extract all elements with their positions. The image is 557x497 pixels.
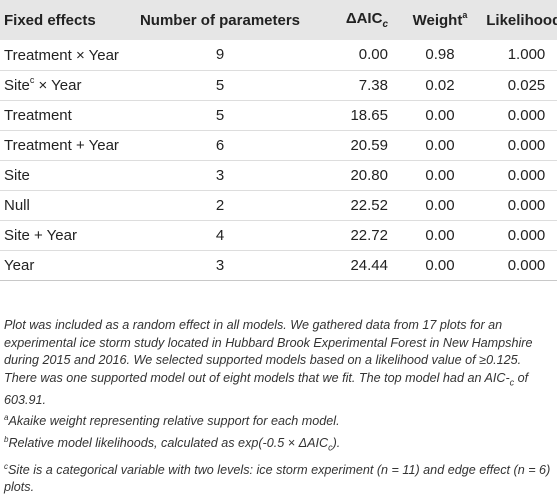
cell-weight: 0.00 [397, 130, 483, 161]
table-header-row: Fixed effects Number of parameters ΔAICc… [0, 0, 557, 40]
footnote-b: bRelative model likelihoods, calculated … [4, 435, 341, 453]
table-row: Treatment + Year 6 20.59 0.00 0.000 [0, 130, 557, 161]
footnote-main: Plot was included as a random effect in … [4, 318, 533, 407]
cell-weight: 0.00 [397, 190, 483, 221]
table-row: Site 3 20.80 0.00 0.000 [0, 160, 557, 191]
cell-likelihood: 0.000 [483, 190, 557, 221]
table-row: Sitec × Year 5 7.38 0.02 0.025 [0, 70, 557, 101]
cell-weight: 0.98 [397, 40, 483, 71]
cell-fixed-effect: Year [0, 250, 132, 281]
cell-number-of-parameters: 5 [132, 70, 308, 101]
header-number-of-parameters: Number of parameters [139, 11, 301, 29]
cell-delta-aic: 24.44 [308, 250, 397, 281]
cell-delta-aic: 20.59 [308, 130, 397, 161]
table-row: Site + Year 4 22.72 0.00 0.000 [0, 220, 557, 251]
header-delta-aic: ΔAICc [345, 10, 388, 30]
cell-weight: 0.02 [397, 70, 483, 101]
cell-delta-aic: 18.65 [308, 100, 397, 131]
cell-fixed-effect: Site [0, 160, 132, 191]
cell-delta-aic: 22.52 [308, 190, 397, 221]
cell-likelihood: 0.000 [483, 100, 557, 131]
cell-number-of-parameters: 5 [132, 100, 308, 131]
table-row: Null 2 22.52 0.00 0.000 [0, 190, 557, 221]
table-body: Treatment × Year 9 0.00 0.98 1.000 Sitec × Ye… [0, 40, 557, 281]
table-row: Treatment 5 18.65 0.00 0.000 [0, 100, 557, 131]
table-row: Year 3 24.44 0.00 0.000 [0, 250, 557, 281]
footnote-c: cSite is a categorical variable with two… [4, 461, 551, 495]
cell-fixed-effect: Site + Year [0, 220, 132, 251]
cell-number-of-parameters: 9 [132, 40, 308, 71]
cell-weight: 0.00 [397, 160, 483, 191]
cell-delta-aic: 0.00 [308, 40, 397, 71]
cell-likelihood: 1.000 [483, 40, 557, 71]
cell-number-of-parameters: 3 [132, 250, 308, 281]
cell-delta-aic: 7.38 [308, 70, 397, 101]
cell-weight: 0.00 [397, 100, 483, 131]
cell-likelihood: 0.000 [483, 130, 557, 161]
cell-fixed-effect: Treatment × Year [0, 40, 132, 71]
cell-fixed-effect: Treatment [0, 100, 132, 131]
cell-likelihood: 0.025 [483, 70, 557, 101]
cell-number-of-parameters: 4 [132, 220, 308, 251]
header-fixed-effects: Fixed effects [4, 11, 96, 29]
footnote-a: aAkaike weight representing relative sup… [4, 413, 340, 429]
cell-weight: 0.00 [397, 220, 483, 251]
cell-delta-aic: 22.72 [308, 220, 397, 251]
cell-fixed-effect: Treatment + Year [0, 130, 132, 161]
cell-likelihood: 0.000 [483, 220, 557, 251]
cell-likelihood: 0.000 [483, 160, 557, 191]
cell-number-of-parameters: 6 [132, 130, 308, 161]
cell-number-of-parameters: 3 [132, 160, 308, 191]
table-footnotes: Plot was included as a random effect in … [4, 317, 554, 497]
header-likelihood: Likelihoodb [486, 12, 557, 29]
model-selection-table: Fixed effects Number of parameters ΔAICc… [0, 0, 557, 281]
header-weight: Weighta [412, 10, 468, 29]
cell-weight: 0.00 [397, 250, 483, 281]
table-row: Treatment × Year 9 0.00 0.98 1.000 [0, 40, 557, 71]
cell-number-of-parameters: 2 [132, 190, 308, 221]
cell-fixed-effect: Sitec × Year [0, 70, 132, 101]
cell-fixed-effect: Null [0, 190, 132, 221]
cell-delta-aic: 20.80 [308, 160, 397, 191]
cell-likelihood: 0.000 [483, 250, 557, 281]
